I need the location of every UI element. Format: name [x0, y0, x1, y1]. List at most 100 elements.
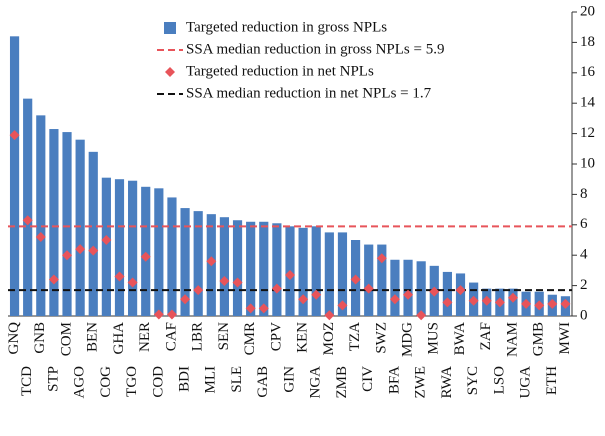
diamond-marker [311, 289, 322, 300]
bar [88, 151, 98, 316]
x-tick-label: ZMB [334, 366, 350, 399]
bar [36, 115, 46, 316]
diamond-marker [140, 251, 151, 262]
y-tick-label: 6 [580, 216, 588, 232]
x-tick-label: CMR [242, 322, 258, 355]
diamond-marker [350, 274, 361, 285]
diamond-marker [127, 277, 138, 288]
diamond-marker [376, 253, 387, 264]
x-tick-label: BDI [177, 366, 193, 392]
bar [259, 221, 269, 316]
diamond-marker [363, 283, 374, 294]
diamond-marker [442, 297, 453, 308]
diamond-marker [285, 269, 295, 280]
diamond-marker [271, 283, 282, 294]
x-tick-label: NAM [504, 322, 520, 357]
x-tick-label: SEN [216, 322, 232, 351]
y-tick-label: 4 [580, 247, 588, 263]
bar [364, 244, 374, 316]
diamond-marker [258, 303, 269, 314]
diamond-marker [324, 310, 335, 321]
x-tick-label: BWA [452, 322, 468, 356]
y-tick-label: 0 [580, 307, 588, 323]
diamond-marker [560, 298, 571, 309]
diamond-marker [389, 294, 400, 305]
bar [193, 211, 203, 316]
diamond-marker [9, 130, 20, 141]
x-tick-label: NGA [308, 366, 324, 399]
diamond-marker [206, 256, 217, 267]
bar [442, 271, 452, 316]
diamond-marker [88, 245, 99, 256]
x-tick-label: GNB [32, 322, 48, 354]
x-tick-label: LSO [491, 366, 507, 395]
diamond-marker [75, 244, 86, 255]
diamond-marker [429, 286, 440, 297]
bar [403, 259, 413, 316]
bar [416, 261, 426, 316]
bar [298, 227, 308, 316]
x-tick-label: COG [98, 366, 114, 398]
diamond-marker [232, 277, 243, 288]
diamond-marker [219, 276, 230, 287]
bar [180, 208, 190, 316]
x-tick-label: SWZ [373, 322, 389, 354]
bar [141, 186, 151, 316]
diamond-marker [22, 215, 33, 226]
x-tick-label: MLI [203, 366, 219, 394]
x-tick-label: GNQ [6, 322, 22, 355]
y-tick-label: 14 [580, 95, 596, 111]
diamond-marker [547, 298, 558, 309]
x-tick-label: SYC [465, 366, 481, 395]
y-tick-label: 20 [580, 3, 595, 19]
x-tick-label: MDG [399, 322, 415, 357]
y-tick-label: 18 [580, 34, 595, 50]
bar [62, 132, 72, 316]
y-tick-label: 12 [580, 125, 595, 141]
bar [219, 217, 230, 316]
bar [9, 36, 20, 316]
legend-swatch [164, 22, 176, 34]
bar [311, 226, 321, 316]
diamond-marker [403, 289, 414, 300]
legend-swatch [165, 67, 175, 77]
diamond-marker [35, 231, 46, 242]
x-tick-label: ZWE [413, 366, 429, 398]
diamond-marker [494, 297, 505, 308]
x-tick-label: GAB [255, 366, 271, 398]
diamond-marker [153, 309, 164, 320]
y-tick-label: 8 [580, 186, 588, 202]
x-tick-label: GHA [111, 322, 127, 355]
diamond-marker [245, 303, 256, 314]
x-tick-label: GIN [281, 366, 297, 393]
x-tick-label: MOZ [321, 322, 337, 355]
bar [23, 98, 33, 316]
diamond-marker [416, 310, 427, 321]
bar [154, 188, 164, 316]
diamond-marker [114, 271, 125, 282]
bar [272, 223, 282, 316]
diamond-marker [48, 274, 59, 285]
x-tick-label: MUS [426, 322, 442, 355]
x-tick-label: TGO [124, 366, 140, 397]
legend-label: Targeted reduction in net NPLs [186, 63, 374, 79]
diamond-marker [534, 300, 545, 311]
bar [49, 129, 59, 316]
bar [167, 197, 177, 316]
diamond-marker [166, 309, 177, 320]
bar [324, 232, 334, 316]
x-tick-label: TCD [19, 366, 35, 396]
diamond-marker [507, 292, 518, 303]
diamond-marker [101, 235, 112, 245]
x-tick-label: MWI [557, 322, 573, 355]
y-tick-label: 2 [580, 277, 588, 293]
x-tick-label: KEN [295, 322, 311, 353]
x-tick-label: RWA [439, 366, 455, 399]
bar [75, 139, 85, 316]
diamond-marker [193, 285, 204, 296]
x-tick-label: LBR [190, 322, 206, 351]
diamond-marker [521, 298, 532, 309]
x-tick-label: NER [137, 322, 153, 352]
diamond-marker [468, 295, 479, 306]
